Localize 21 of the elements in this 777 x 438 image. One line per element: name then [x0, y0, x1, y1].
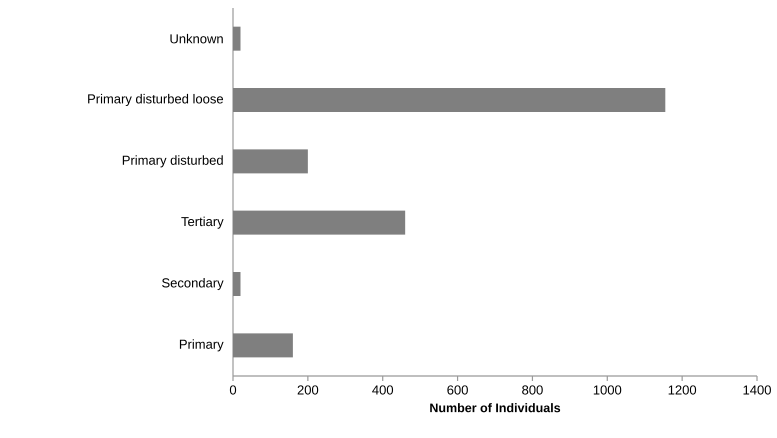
bar: [233, 149, 308, 174]
y-tick-label: Primary disturbed loose: [88, 94, 224, 106]
bar: [233, 333, 293, 358]
bar: [233, 26, 240, 51]
y-tick-label: Tertiary: [181, 216, 224, 229]
bar: [233, 272, 240, 296]
x-tick-label: 1400: [744, 385, 771, 395]
x-tick-label: 200: [298, 385, 318, 395]
y-tick-label: Unknown: [170, 34, 223, 44]
x-tick-label: 600: [447, 385, 468, 395]
y-tick-label: Primary disturbed: [122, 155, 223, 168]
x-tick-label: 0: [230, 385, 236, 395]
y-tick-label: Primary: [180, 339, 224, 352]
x-tick-label: 1000: [594, 385, 622, 395]
x-axis-title: Number of Individuals: [430, 403, 560, 412]
x-tick-label: 400: [372, 385, 394, 395]
y-tick-label: Secondary: [162, 278, 224, 290]
bar: [233, 210, 406, 235]
x-tick-label: 1200: [668, 385, 696, 395]
bar: [233, 88, 666, 112]
x-tick-label: 800: [522, 385, 543, 395]
